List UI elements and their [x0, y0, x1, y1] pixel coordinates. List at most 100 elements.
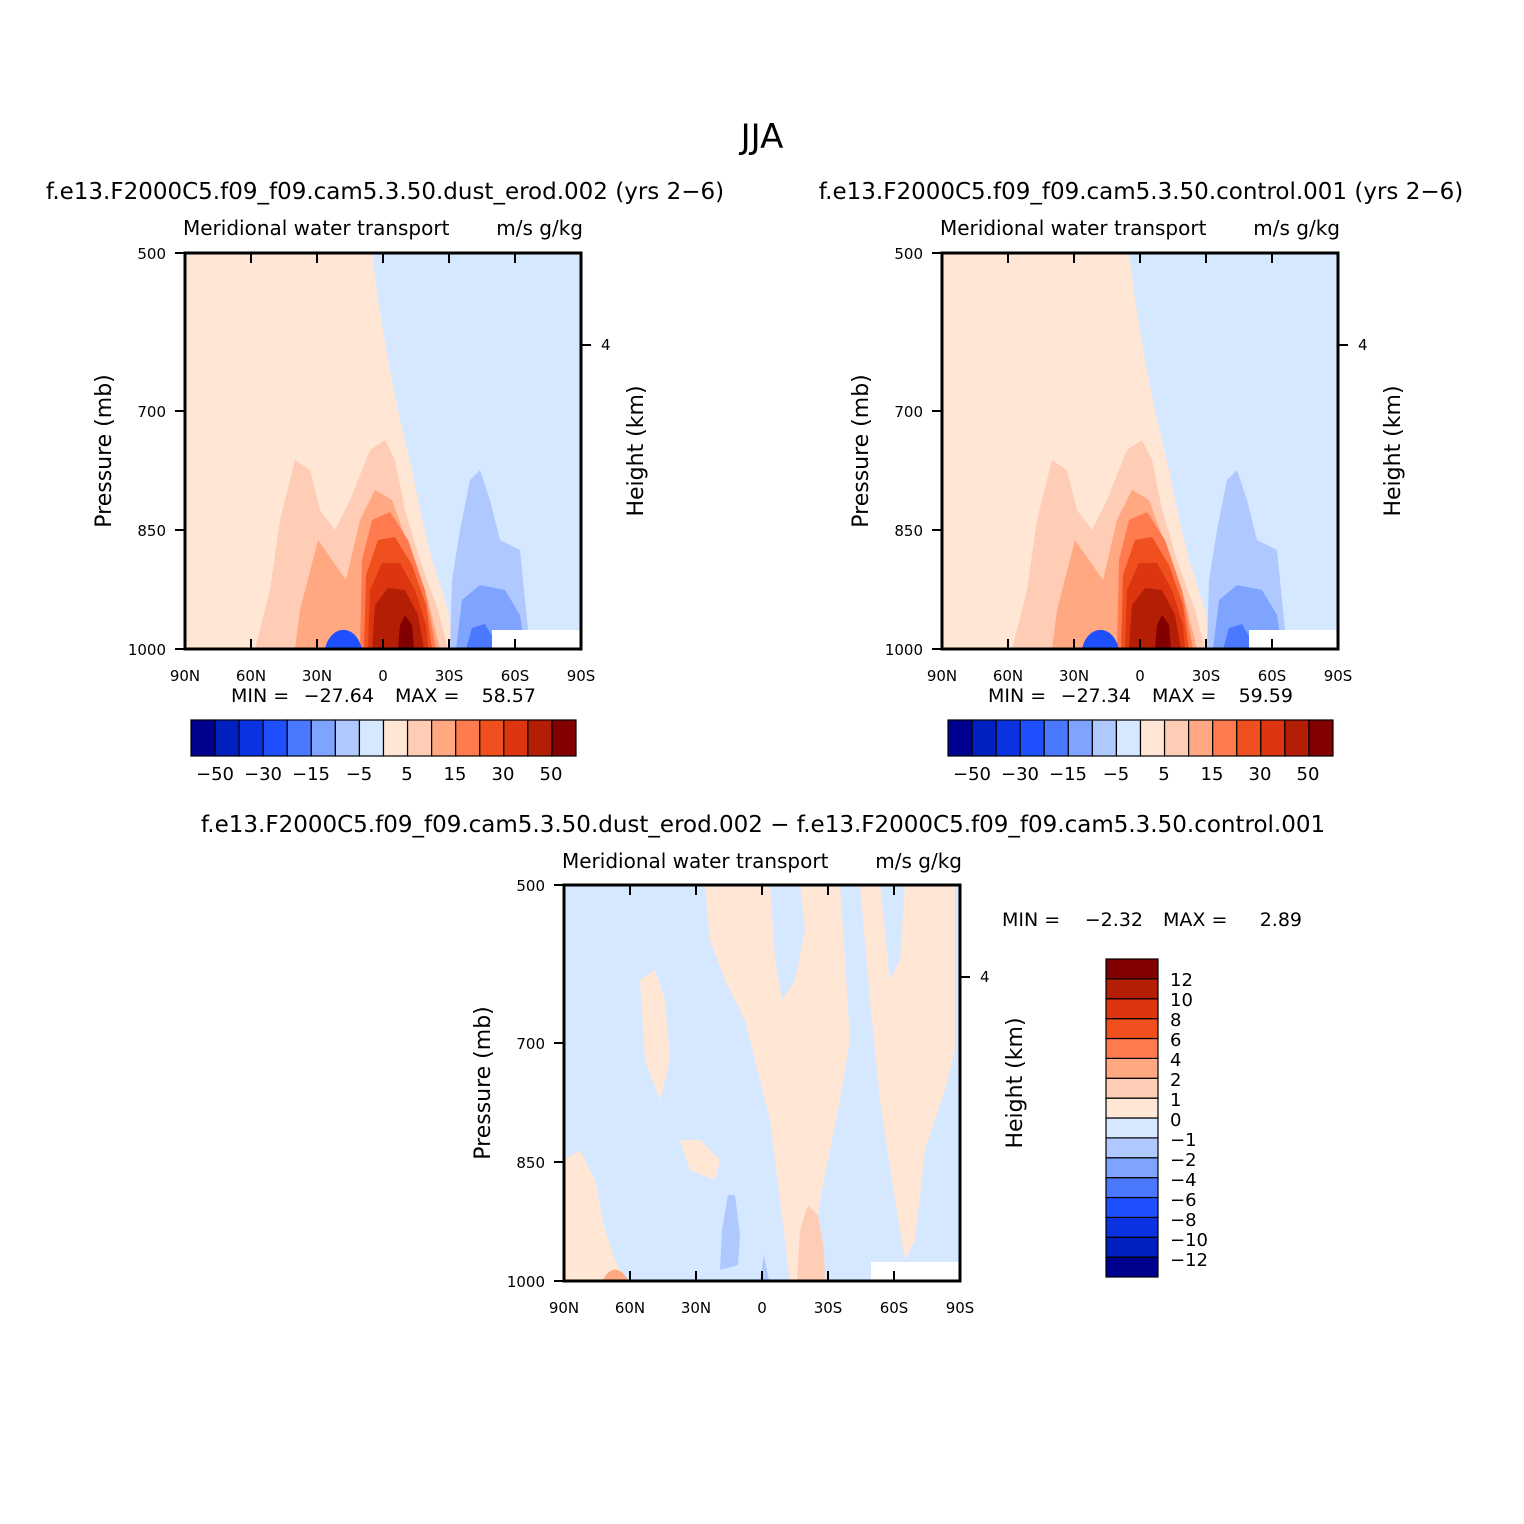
y-tick-labels: 500 700 850 1000 — [885, 245, 923, 659]
x-tick-label: 0 — [1135, 667, 1145, 685]
colorbar-label: 30 — [492, 764, 515, 785]
max-label: MAX = — [1152, 685, 1216, 707]
field-contour-pos-small — [860, 885, 955, 1260]
min-label: MIN = — [231, 685, 289, 707]
x-tick-label: 30N — [302, 667, 332, 685]
colorbar-label: −5 — [346, 764, 373, 785]
y-tick-label: 500 — [894, 245, 923, 263]
colorbar-label: 15 — [1201, 764, 1224, 785]
x-tick-label: 30S — [435, 667, 464, 685]
colorbar-swatch — [1105, 1117, 1159, 1139]
colorbar-label: 5 — [401, 764, 412, 785]
panel-subtitle-left: Meridional water transport — [940, 216, 1207, 240]
axis-ticks — [175, 252, 591, 650]
y-axis-label: Pressure (mb) — [471, 1006, 496, 1160]
x-tick-label: 90N — [549, 1299, 579, 1317]
colorbar-label: 50 — [540, 764, 563, 785]
colorbar-label: 10 — [1170, 990, 1193, 1011]
y-tick-label: 850 — [516, 1154, 545, 1172]
x-tick-labels: 90N 60N 30N 0 30S 60S 90S — [549, 1299, 974, 1317]
panel-units: m/s g/kg — [875, 849, 962, 873]
colorbar-swatch — [1105, 1157, 1159, 1179]
colorbar-swatch — [1105, 998, 1159, 1020]
colorbar-label: −4 — [1170, 1170, 1197, 1191]
colorbar-swatch — [1105, 1236, 1159, 1258]
y-tick-label: 500 — [516, 877, 545, 895]
field-negative-region — [372, 253, 581, 649]
x-tick-labels: 90N 60N 30N 0 30S 60S 90S — [170, 667, 595, 685]
colorbar-label: −50 — [196, 764, 234, 785]
colorbar-swatch — [1105, 958, 1159, 980]
min-max-readout: MIN = −27.34 MAX = 59.59 — [988, 685, 1293, 707]
field-contour-pos-1 — [797, 1205, 825, 1281]
colorbar-swatch — [479, 719, 505, 757]
field-negative-region — [1129, 253, 1338, 649]
colorbar-label: −15 — [292, 764, 330, 785]
field-contour-pos-small — [564, 1150, 625, 1281]
colorbar-label: 6 — [1170, 1030, 1181, 1051]
y-axis-label: Pressure (mb) — [849, 374, 874, 528]
min-label: MIN = — [988, 685, 1046, 707]
x-tick-label: 90N — [170, 667, 200, 685]
colorbar-label: 15 — [444, 764, 467, 785]
colorbar-label: −5 — [1103, 764, 1130, 785]
x-tick-label: 0 — [378, 667, 388, 685]
colorbar-swatch — [947, 719, 973, 757]
colorbar-label: −6 — [1170, 1190, 1197, 1211]
colorbar-label: −30 — [244, 764, 282, 785]
y-right-tick-label: 4 — [601, 336, 611, 354]
colorbar-swatch — [1067, 719, 1093, 757]
x-tick-label: 30S — [1192, 667, 1221, 685]
missing-data-region — [492, 630, 581, 649]
field-contour-neg-30 — [466, 624, 494, 649]
y-tick-labels: 500 700 850 1000 — [507, 877, 545, 1291]
colorbar-label: −1 — [1170, 1130, 1197, 1151]
colorbar-swatch — [1105, 1037, 1159, 1059]
panel-subtitle-left: Meridional water transport — [183, 216, 450, 240]
field-contour-pos-max — [1155, 615, 1171, 649]
colorbar-swatch — [238, 719, 264, 757]
colorbar-swatch — [1105, 1256, 1159, 1278]
colorbar-swatch — [995, 719, 1021, 757]
panel-control: f.e13.F2000C5.f09_f09.cam5.3.50.control.… — [819, 179, 1463, 785]
y-right-tick-label: 4 — [980, 968, 990, 986]
colorbar-label: 50 — [1297, 764, 1320, 785]
max-value: 58.57 — [482, 685, 536, 707]
colorbar-swatch — [1019, 719, 1045, 757]
max-value: 59.59 — [1239, 685, 1293, 707]
field-contour-pos-max — [398, 615, 414, 649]
y-right-tick-label: 4 — [1358, 336, 1368, 354]
x-tick-labels: 90N 60N 30N 0 30S 60S 90S — [927, 667, 1352, 685]
colorbar-swatch — [1308, 719, 1334, 757]
field-contour-neg-1 — [720, 1195, 740, 1270]
y-tick-label: 700 — [516, 1035, 545, 1053]
colorbar-swatch — [1105, 1137, 1159, 1159]
colorbar-label: −12 — [1170, 1250, 1208, 1271]
colorbar-swatch — [527, 719, 553, 757]
x-tick-label: 90N — [927, 667, 957, 685]
y-right-axis-label: Height (km) — [1381, 385, 1406, 516]
min-value: −2.32 — [1085, 909, 1143, 931]
colorbar: −50 −30 −15 −5 5 15 30 50 — [947, 719, 1334, 785]
colorbar-swatch — [1105, 1018, 1159, 1040]
field-contour-neg-small — [770, 885, 805, 1000]
x-tick-label: 30N — [1059, 667, 1089, 685]
colorbar-swatch — [1105, 978, 1159, 1000]
x-tick-label: 60N — [236, 667, 266, 685]
min-max-readout: MIN = −27.64 MAX = 58.57 — [231, 685, 536, 707]
colorbar-swatch — [1236, 719, 1262, 757]
colorbar-swatch — [1105, 1216, 1159, 1238]
field-contour-pos-2 — [603, 1269, 628, 1281]
colorbar-swatch — [406, 719, 433, 757]
x-tick-label: 0 — [757, 1299, 767, 1317]
panel-subtitle-left: Meridional water transport — [562, 849, 829, 873]
y-tick-label: 1000 — [128, 641, 166, 659]
colorbar-swatch — [1105, 1057, 1159, 1079]
min-label: MIN = — [1002, 909, 1060, 931]
colorbar: −50 −30 −15 −5 5 15 30 50 — [190, 719, 577, 785]
colorbar-swatch — [1139, 719, 1166, 757]
missing-data-region — [871, 1262, 960, 1281]
field-contour-neg-min — [1082, 629, 1119, 649]
axis-ticks — [554, 884, 970, 1282]
colorbar-swatch — [431, 719, 457, 757]
